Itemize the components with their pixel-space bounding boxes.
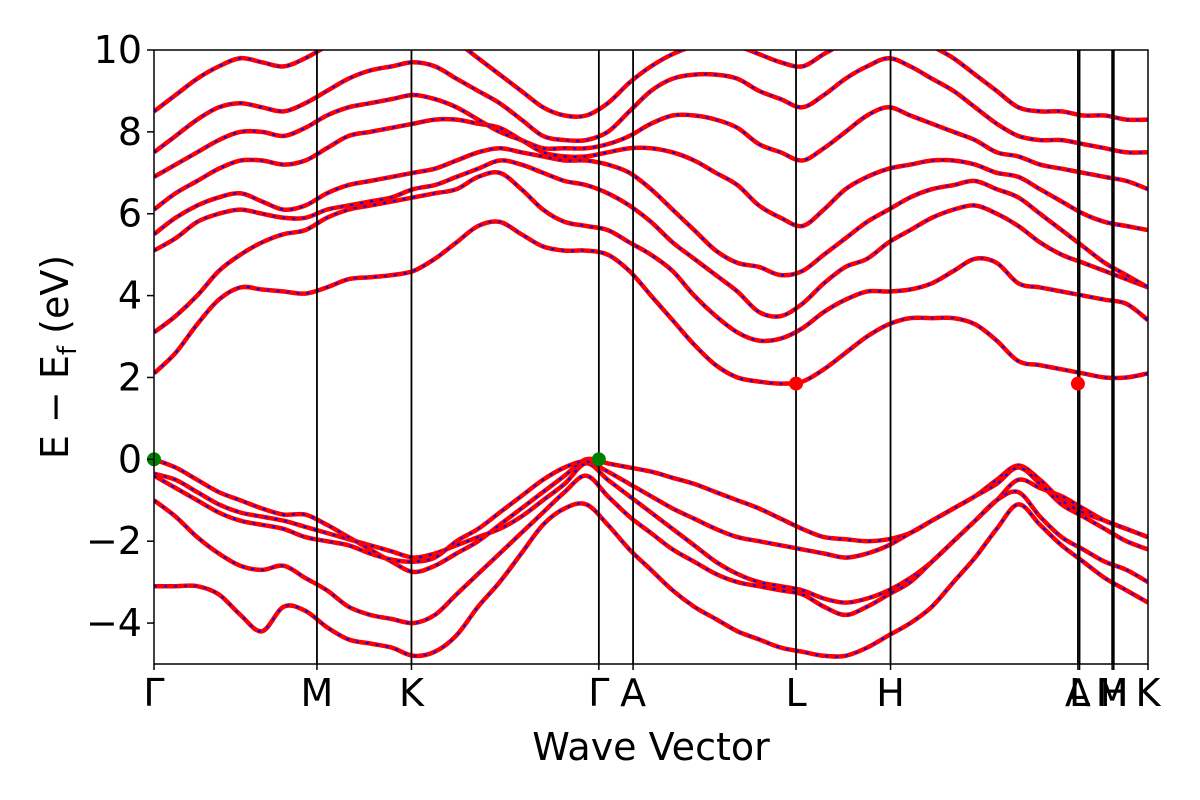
y-axis-title-unit: (eV) <box>33 255 77 334</box>
x-tick-label-12: K <box>1136 671 1162 715</box>
band-line-13 <box>154 50 1148 123</box>
band-line-12 <box>154 55 1148 155</box>
x-tick-label-7: H <box>876 671 905 715</box>
y-tick-label-4: 2 <box>118 355 142 399</box>
x-tick-label-1: Γ <box>143 671 164 715</box>
band-dash-3 <box>154 460 1148 563</box>
y-tick-label-2: −2 <box>86 519 142 563</box>
y-tick-label-5: 4 <box>118 274 142 318</box>
band-dash-11 <box>154 93 1148 191</box>
y-axis-title-subscript: f <box>53 345 83 355</box>
y-tick-label-3: 0 <box>118 437 142 481</box>
cbm-marker-3 <box>789 376 804 391</box>
x-tick-label-4: Γ <box>588 671 609 715</box>
band-line-9 <box>154 145 1148 290</box>
x-tick-label-6: L <box>785 671 806 715</box>
band-extrema-layer <box>147 376 1085 467</box>
x-tick-label-5: A <box>620 671 646 715</box>
x-tick-label-2: M <box>301 671 334 715</box>
y-axis-title-spacer <box>33 334 77 346</box>
y-tick-label-1: −4 <box>86 601 142 645</box>
band-dash-5 <box>154 502 1148 658</box>
band-dash-10 <box>154 118 1148 232</box>
y-tick-label-6: 6 <box>118 192 142 236</box>
x-tick-label-8: A <box>1065 671 1091 715</box>
vbm-marker-2 <box>591 452 606 467</box>
x-axis-ticks: Γ M K Γ A L H AL MH K <box>143 664 1162 715</box>
y-axis-title: E − Ef (eV) <box>33 255 83 459</box>
symmetry-lines-layer <box>316 50 1115 664</box>
x-axis-title: Wave Vector <box>532 725 770 769</box>
cbm-marker-4 <box>1070 376 1085 391</box>
bands-layer <box>154 50 1148 659</box>
x-tick-label-10: M <box>1096 671 1129 715</box>
y-axis-ticks: −4 −2 0 2 4 6 8 10 <box>86 28 154 645</box>
x-tick-label-9: L <box>1069 671 1090 715</box>
band-dash-7 <box>154 171 1148 342</box>
band-dash-8 <box>154 159 1148 318</box>
y-axis-title-main: E − E <box>33 355 77 459</box>
x-tick-label-11: H <box>1099 671 1128 715</box>
x-tick-label-3: K <box>399 671 425 715</box>
band-line-4 <box>154 473 1148 626</box>
y-tick-label-8: 10 <box>94 28 142 72</box>
band-dash-2 <box>154 457 1148 573</box>
plot-frame <box>153 49 1149 665</box>
band-dash-6 <box>154 220 1148 385</box>
y-tick-label-7: 8 <box>118 110 142 154</box>
